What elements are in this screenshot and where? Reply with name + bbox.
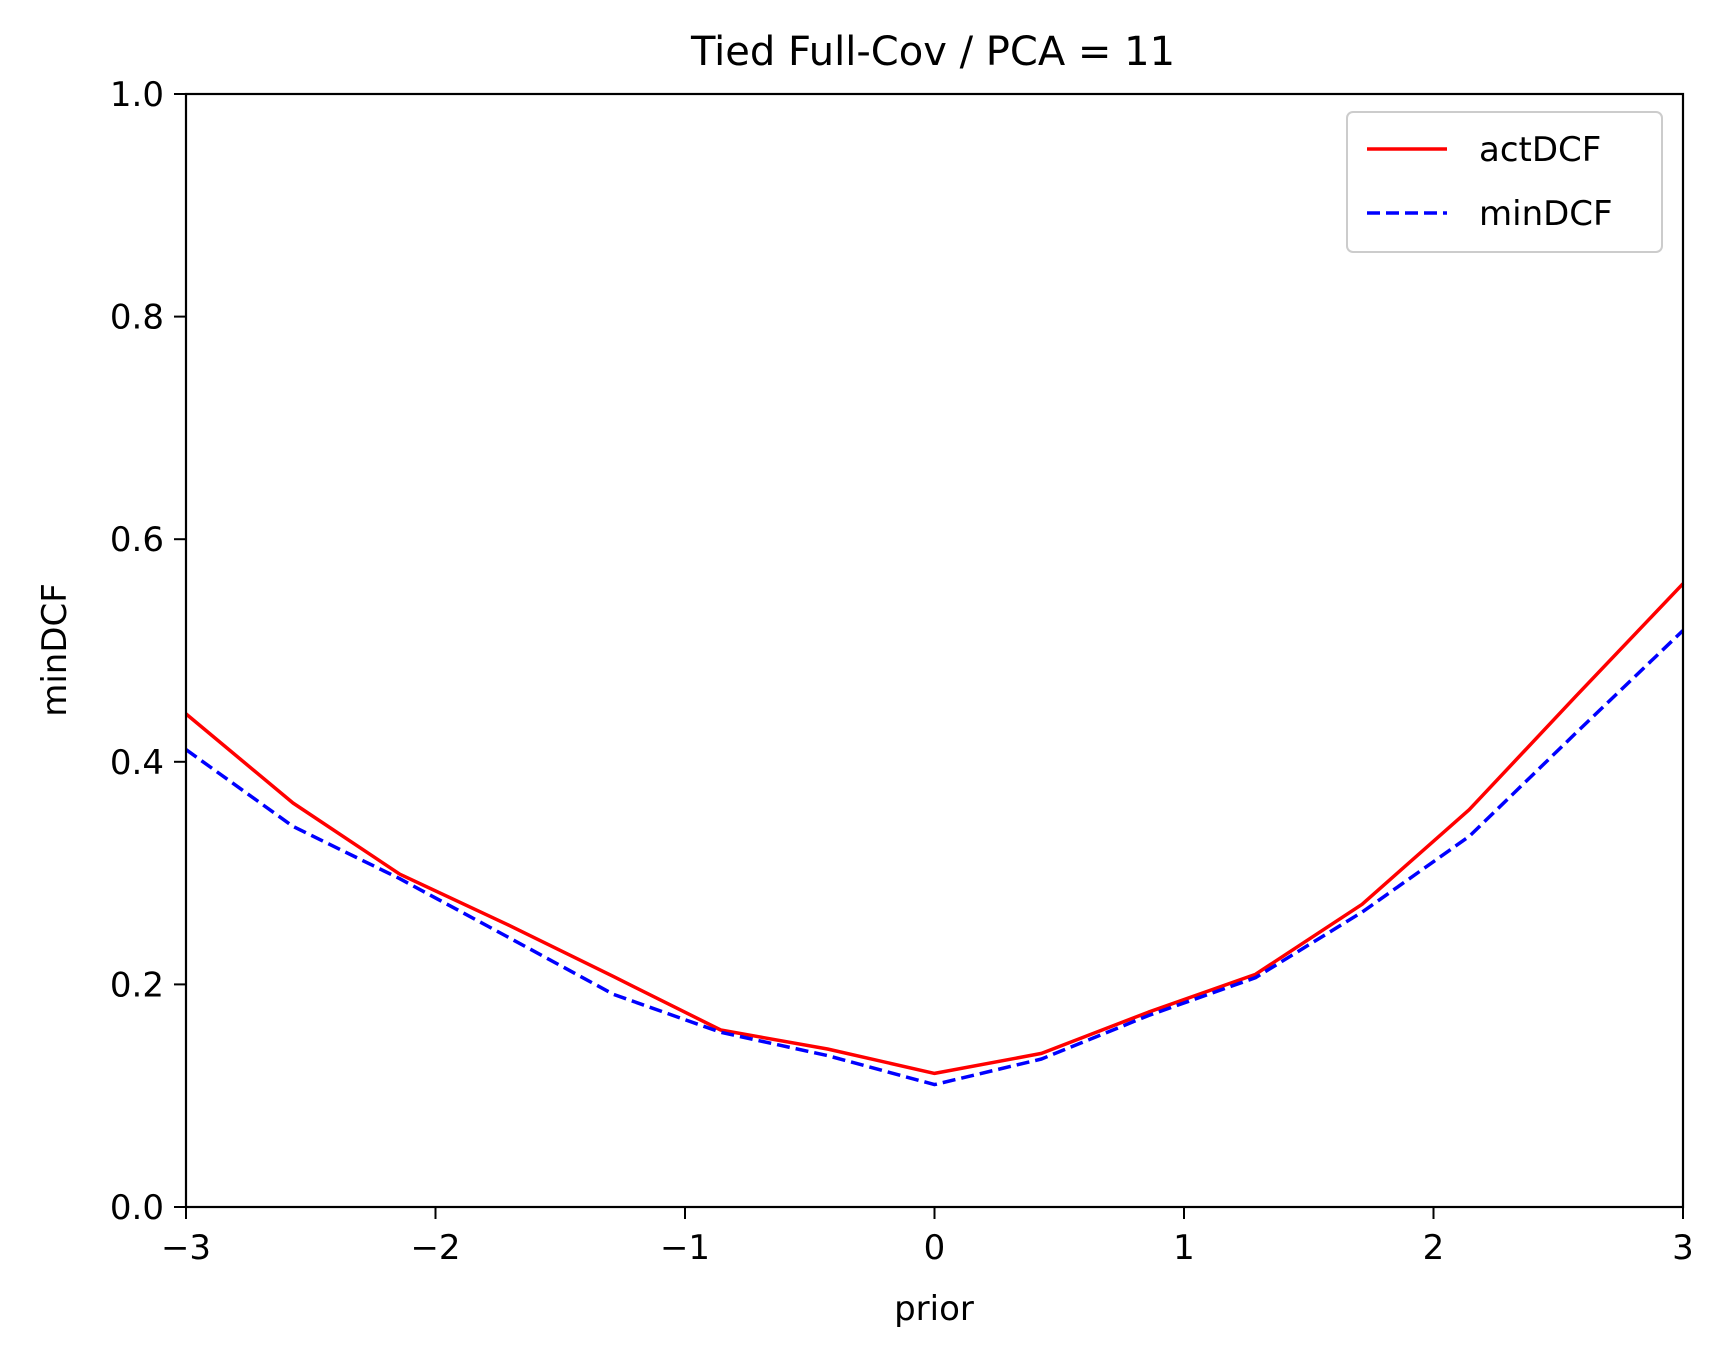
legend-label-actdcf: actDCF (1479, 130, 1601, 170)
x-tick-label: 2 (1423, 1228, 1445, 1268)
series-line-mindcf (184, 629, 1685, 1087)
x-tick-label: −2 (410, 1228, 460, 1268)
plot-series (184, 582, 1685, 1087)
y-axis: 0.0 0.2 0.4 0.6 0.8 1.0 (110, 75, 186, 1228)
y-tick-label: 0.4 (110, 743, 164, 783)
x-tick-label: 0 (924, 1228, 946, 1268)
chart-title: Tied Full-Cov / PCA = 11 (690, 29, 1175, 75)
x-tick-label: 1 (1173, 1228, 1195, 1268)
y-tick-label: 1.0 (110, 75, 164, 115)
x-tick-label: −3 (161, 1228, 211, 1268)
x-axis-label: prior (894, 1289, 974, 1329)
y-tick-label: 0.8 (110, 298, 164, 338)
y-tick-label: 0.2 (110, 965, 164, 1005)
legend: actDCF minDCF (1346, 111, 1663, 253)
legend-box (1346, 111, 1663, 253)
series-line-actdcf (184, 582, 1685, 1076)
y-axis-label: minDCF (35, 583, 75, 717)
x-tick-label: −1 (660, 1228, 710, 1268)
y-tick-label: 0.0 (110, 1188, 164, 1228)
x-axis: −3 −2 −1 0 1 2 3 (161, 1207, 1694, 1268)
x-tick-label: 3 (1672, 1228, 1694, 1268)
legend-label-mindcf: minDCF (1479, 194, 1613, 234)
plot-frame (184, 92, 1685, 1209)
y-tick-label: 0.6 (110, 520, 164, 560)
